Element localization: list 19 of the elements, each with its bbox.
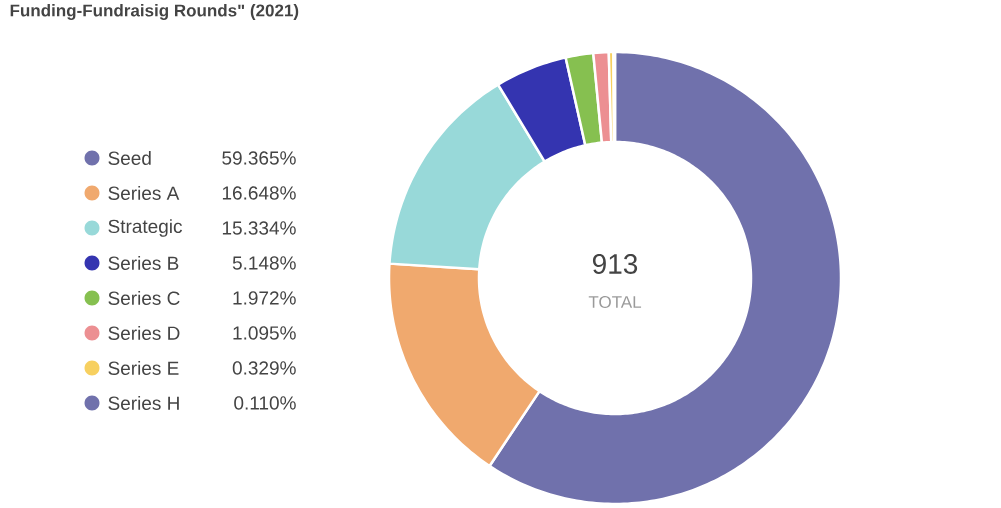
data-label: 15.334% bbox=[222, 221, 296, 235]
text: TOTAL bbox=[588, 295, 642, 309]
text: 913 bbox=[592, 254, 638, 274]
legend-label: Series H bbox=[108, 396, 179, 410]
data-label: 5.148% bbox=[232, 256, 296, 270]
chart-title: Funding-Fundraisig Rounds" (2021) bbox=[10, 4, 299, 20]
legend-label: Series C bbox=[108, 291, 180, 305]
data-label: 16.648% bbox=[222, 186, 296, 200]
legend-label: Series E bbox=[108, 361, 179, 375]
legend-label: Seed bbox=[108, 151, 151, 165]
legend-label: Series A bbox=[108, 186, 180, 200]
data-label: 1.972% bbox=[233, 291, 296, 305]
legend-label: Strategic bbox=[108, 219, 183, 237]
legend-label: Series D bbox=[108, 326, 180, 340]
data-label: 1.095% bbox=[233, 326, 296, 340]
data-label: 0.110% bbox=[234, 396, 296, 410]
data-label: 0.329% bbox=[232, 361, 296, 375]
data-label: 59.365% bbox=[222, 151, 296, 165]
legend-label: Series B bbox=[108, 256, 179, 270]
